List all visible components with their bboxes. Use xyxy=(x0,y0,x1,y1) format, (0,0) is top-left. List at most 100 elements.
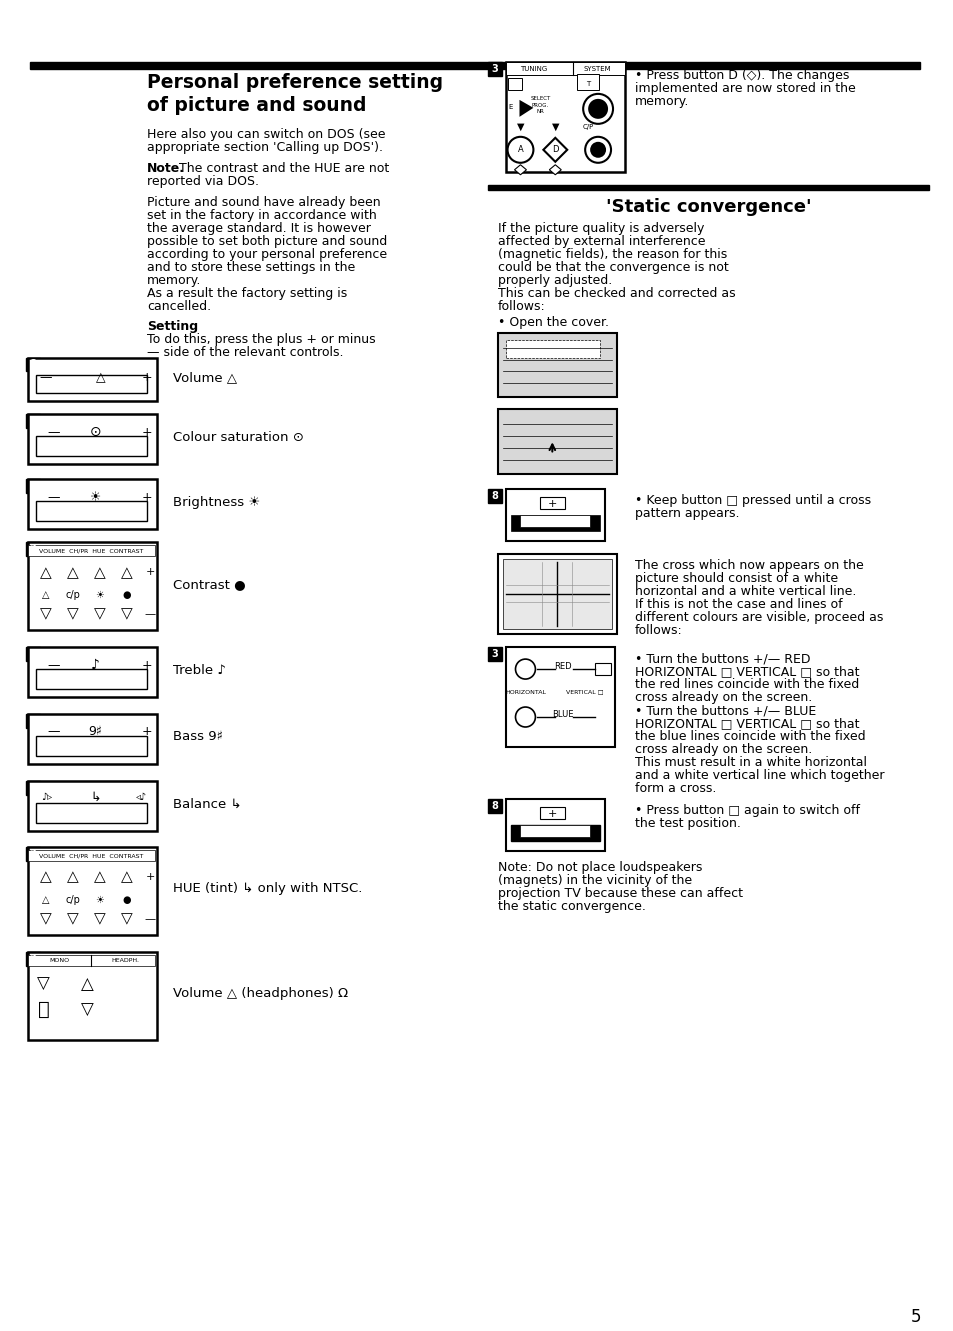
Text: • Press button D (◇). The changes: • Press button D (◇). The changes xyxy=(635,69,848,83)
Text: 8: 8 xyxy=(491,801,497,811)
Text: ▽: ▽ xyxy=(93,912,105,926)
Text: SYSTEM: SYSTEM xyxy=(582,67,610,72)
Text: ▼: ▼ xyxy=(517,122,524,132)
Text: HORIZONTAL □ VERTICAL □ so that: HORIZONTAL □ VERTICAL □ so that xyxy=(635,666,859,677)
Text: △: △ xyxy=(93,564,105,580)
Bar xyxy=(595,663,611,675)
Text: Bass 9♯: Bass 9♯ xyxy=(173,731,223,744)
Circle shape xyxy=(584,137,611,162)
Text: 3: 3 xyxy=(30,849,36,858)
Text: memory.: memory. xyxy=(147,274,201,286)
Text: Contrast ●: Contrast ● xyxy=(173,578,246,591)
Text: —: — xyxy=(40,371,52,383)
Text: +: + xyxy=(547,809,557,819)
Bar xyxy=(28,414,157,465)
Text: c/p: c/p xyxy=(65,590,80,600)
Text: —: — xyxy=(48,659,60,672)
Text: 5: 5 xyxy=(909,1308,920,1326)
Bar xyxy=(36,736,147,756)
Text: the average standard. It is however: the average standard. It is however xyxy=(147,222,371,234)
Bar xyxy=(26,647,40,662)
Bar xyxy=(28,849,155,861)
Bar xyxy=(28,781,157,831)
Text: ▽: ▽ xyxy=(120,912,132,926)
Text: • Keep button □ pressed until a cross: • Keep button □ pressed until a cross xyxy=(635,494,870,507)
Text: +: + xyxy=(146,567,154,578)
Text: the static convergence.: the static convergence. xyxy=(497,900,645,913)
Text: ☀: ☀ xyxy=(95,590,104,600)
Text: △: △ xyxy=(40,869,51,884)
Text: TUNING: TUNING xyxy=(519,67,546,72)
Text: 8: 8 xyxy=(30,417,36,426)
Bar xyxy=(28,954,155,966)
Bar xyxy=(487,490,501,503)
Text: +: + xyxy=(142,491,152,504)
Text: T: T xyxy=(585,81,590,87)
Bar xyxy=(26,414,40,429)
Text: ▽: ▽ xyxy=(120,607,132,622)
Text: • Press button □ again to switch off: • Press button □ again to switch off xyxy=(635,804,859,817)
Text: VERTICAL □: VERTICAL □ xyxy=(566,689,603,695)
Text: picture should consist of a white: picture should consist of a white xyxy=(635,572,837,586)
Text: +: + xyxy=(142,426,152,439)
Text: △: △ xyxy=(40,564,51,580)
Text: —: — xyxy=(48,725,60,739)
Bar xyxy=(487,63,501,76)
Bar xyxy=(520,825,590,837)
Bar xyxy=(510,515,599,531)
Text: follows:: follows: xyxy=(497,299,545,313)
Bar xyxy=(28,479,157,530)
Text: form a cross.: form a cross. xyxy=(635,781,716,795)
Text: —: — xyxy=(48,491,60,504)
Text: 3: 3 xyxy=(30,544,36,554)
Text: Treble ♪: Treble ♪ xyxy=(173,664,226,676)
Bar xyxy=(36,375,147,394)
Text: memory.: memory. xyxy=(635,95,689,108)
Text: ▽: ▽ xyxy=(40,912,51,926)
Text: the blue lines coincide with the fixed: the blue lines coincide with the fixed xyxy=(635,729,864,743)
Text: △: △ xyxy=(93,869,105,884)
Bar xyxy=(505,799,604,851)
Text: BLUE: BLUE xyxy=(552,709,574,719)
Text: and a white vertical line which together: and a white vertical line which together xyxy=(635,769,883,781)
Polygon shape xyxy=(543,138,567,162)
Text: Volume △ (headphones) Ω: Volume △ (headphones) Ω xyxy=(173,988,348,1000)
Text: • Turn the buttons +/— RED: • Turn the buttons +/— RED xyxy=(635,652,810,666)
Text: SELECT: SELECT xyxy=(530,96,550,101)
Text: To do this, press the plus + or minus: To do this, press the plus + or minus xyxy=(147,333,375,346)
Bar xyxy=(36,437,147,457)
Text: HEADPH.: HEADPH. xyxy=(112,958,139,964)
Text: ☀: ☀ xyxy=(95,894,104,905)
Bar xyxy=(26,847,40,861)
Text: △: △ xyxy=(67,564,78,580)
Polygon shape xyxy=(549,165,560,174)
Text: Colour saturation ⊙: Colour saturation ⊙ xyxy=(173,431,304,445)
Bar xyxy=(28,542,157,630)
Text: could be that the convergence is not: could be that the convergence is not xyxy=(497,261,727,274)
Text: The contrast and the HUE are not: The contrast and the HUE are not xyxy=(175,162,389,174)
Bar xyxy=(510,825,599,841)
Text: C/P: C/P xyxy=(582,124,593,130)
Text: projection TV because these can affect: projection TV because these can affect xyxy=(497,886,741,900)
Text: reported via DOS.: reported via DOS. xyxy=(147,174,259,188)
Text: cross already on the screen.: cross already on the screen. xyxy=(635,691,811,704)
Bar xyxy=(26,952,40,966)
Text: 9♯: 9♯ xyxy=(89,725,102,739)
Text: HUE (tint) ↳ only with NTSC.: HUE (tint) ↳ only with NTSC. xyxy=(173,882,362,896)
Bar xyxy=(497,333,617,398)
Text: 8: 8 xyxy=(30,359,36,370)
Circle shape xyxy=(590,142,605,158)
Bar xyxy=(28,546,155,556)
Text: This can be checked and corrected as: This can be checked and corrected as xyxy=(497,286,735,299)
Text: cross already on the screen.: cross already on the screen. xyxy=(635,743,811,756)
Text: +: + xyxy=(547,499,557,510)
Bar xyxy=(26,479,40,494)
Text: VOLUME  CH/PR  HUE  CONTRAST: VOLUME CH/PR HUE CONTRAST xyxy=(39,548,144,554)
Text: —: — xyxy=(48,426,60,439)
Text: 8: 8 xyxy=(30,650,36,659)
Text: △: △ xyxy=(42,894,50,905)
Bar xyxy=(28,358,157,402)
Bar xyxy=(26,358,40,371)
Text: properly adjusted.: properly adjusted. xyxy=(497,274,611,286)
Text: ↳: ↳ xyxy=(91,791,101,804)
